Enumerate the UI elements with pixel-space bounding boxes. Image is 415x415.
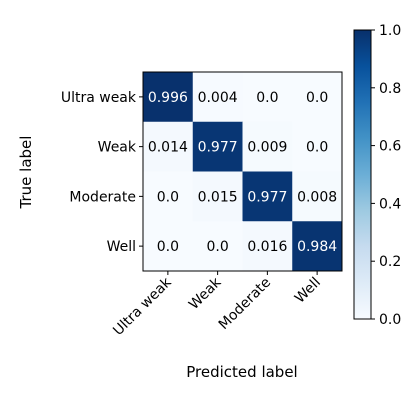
y-tick-label-weak: Weak [98,140,137,156]
heatmap-cell-3-1 [192,221,243,272]
colorbar-tick-label-1: 0.2 [379,254,401,270]
heatmap-cell-2-1 [192,171,243,222]
plot-frame [142,71,343,272]
heatmap-cell-1-0 [143,121,194,172]
y-axis: Ultra weak Weak Moderate Well [61,90,143,255]
cell-label-2-0: 0.0 [157,189,179,205]
y-tick-label-ultra-weak: Ultra weak [61,90,137,106]
cell-label-3-2: 0.016 [247,239,287,255]
colorbar: 0.0 0.2 0.4 0.6 0.8 1.0 [353,23,401,328]
heatmap-cell-1-1 [192,121,243,172]
cell-label-3-3: 0.984 [297,239,337,255]
colorbar-tick-label-2: 0.4 [379,196,401,212]
x-tick-label-weak: Weak [186,274,225,313]
heatmap-cell-0-2 [242,72,293,123]
x-tick-label-well: Well [292,275,324,307]
cell-label-0-3: 0.0 [306,90,328,106]
cell-label-2-2: 0.977 [247,189,287,205]
y-tick-label-well: Well [107,239,136,255]
colorbar-gradient [353,29,372,320]
x-tick-label-ultra-weak: Ultra weak [110,274,175,339]
heatmap-cell-1-2 [242,121,293,172]
cell-label-2-1: 0.015 [198,189,238,205]
colorbar-tick-label-3: 0.6 [379,139,401,155]
heatmap-cells [143,72,343,272]
y-tick-label-moderate: Moderate [69,189,136,205]
cell-label-1-2: 0.009 [247,140,287,156]
cell-label-3-1: 0.0 [206,239,228,255]
cell-label-2-3: 0.008 [297,189,337,205]
cell-label-0-1: 0.004 [198,90,238,106]
heatmap-cell-2-0 [143,171,194,222]
heatmap-cell-0-3 [292,72,343,123]
heatmap-cell-2-2 [242,171,293,222]
cell-label-0-2: 0.0 [256,90,278,106]
colorbar-tick-label-5: 1.0 [379,23,401,39]
cell-value-labels: 0.996 0.004 0.0 0.0 0.014 0.977 0.009 0.0 0.0 0.0… [148,90,337,255]
heatmap-cell-0-1 [192,72,243,123]
heatmap-cell-3-0 [143,221,194,272]
cell-label-1-3: 0.0 [306,140,328,156]
colorbar-tick-label-4: 0.8 [379,81,401,97]
heatmap-cell-1-3 [292,121,343,172]
y-axis-title: True label [17,136,35,210]
heatmap-cell-2-3 [292,171,343,222]
x-tick-label-moderate: Moderate [216,275,274,333]
cell-label-3-0: 0.0 [157,239,179,255]
cell-label-0-0: 0.996 [148,90,188,106]
colorbar-ticks: 0.0 0.2 0.4 0.6 0.8 1.0 [371,23,401,328]
cell-label-1-0: 0.014 [148,140,188,156]
heatmap-cell-3-2 [242,221,293,272]
colorbar-tick-label-0: 0.0 [379,312,401,328]
heatmap-cell-0-0 [143,72,194,123]
x-axis-title: Predicted label [186,363,297,381]
cell-label-1-1: 0.977 [198,140,238,156]
heatmap-cell-3-3 [292,221,343,272]
